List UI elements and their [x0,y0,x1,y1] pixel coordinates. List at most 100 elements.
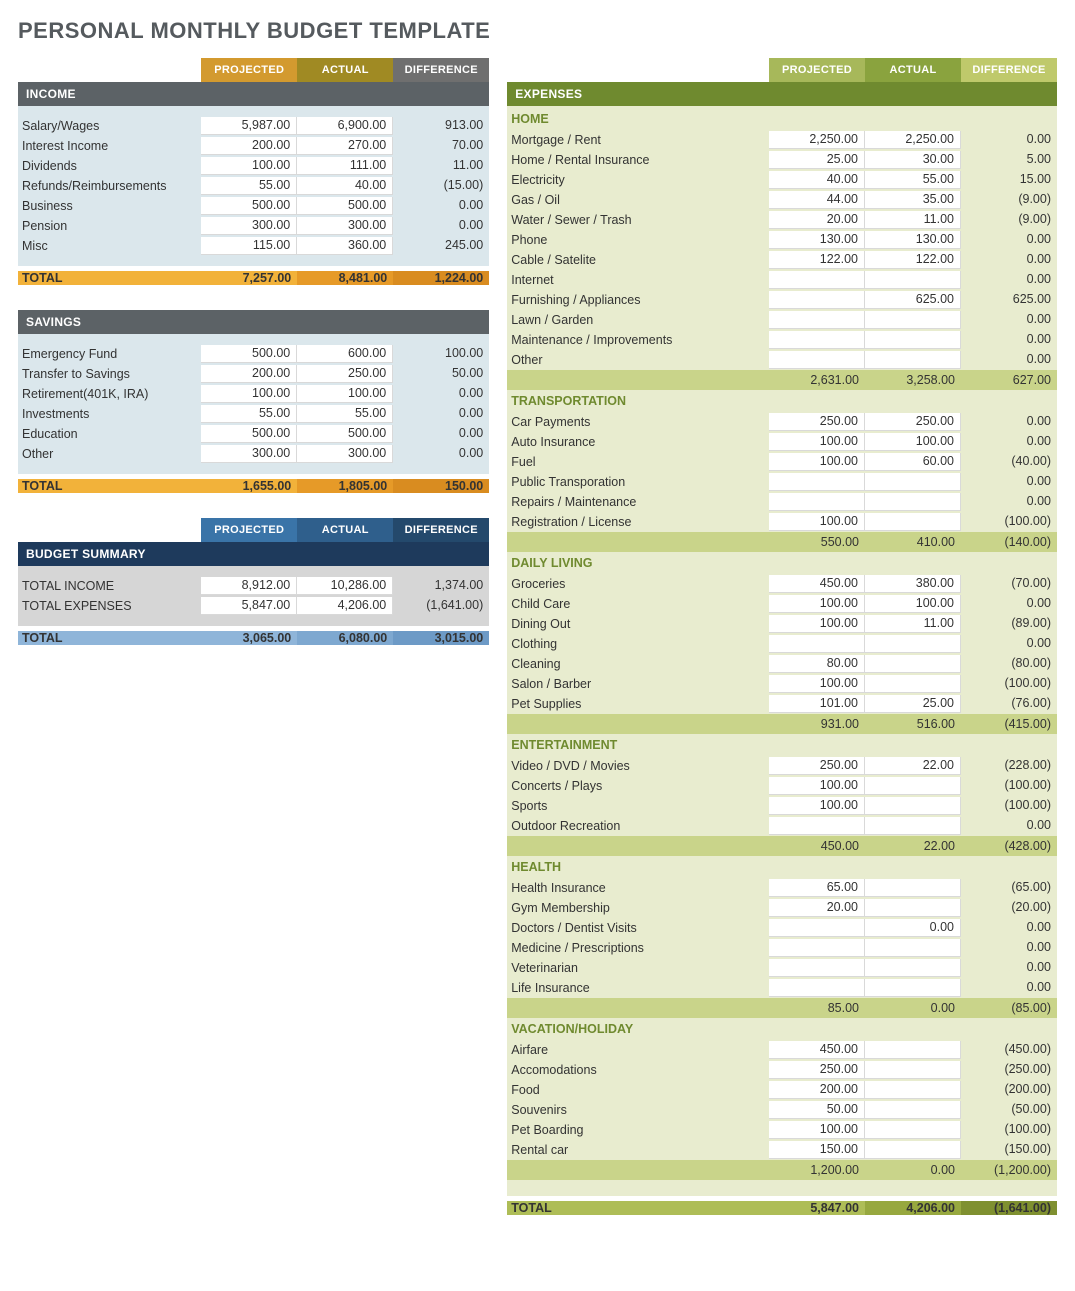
cell-projected[interactable]: 20.00 [769,211,865,229]
cell-projected[interactable]: 500.00 [201,197,297,215]
cell-projected[interactable]: 50.00 [769,1101,865,1119]
cell-projected[interactable]: 100.00 [769,615,865,633]
cell-actual[interactable]: 380.00 [865,575,961,593]
cell-actual[interactable]: 11.00 [865,615,961,633]
cell-actual[interactable] [865,817,961,835]
cell-projected[interactable] [769,493,865,511]
cell-projected[interactable]: 250.00 [769,1061,865,1079]
cell-projected[interactable]: 500.00 [201,345,297,363]
cell-actual[interactable]: 100.00 [297,385,393,403]
cell-projected[interactable]: 100.00 [769,797,865,815]
cell-projected[interactable]: 100.00 [769,1121,865,1139]
cell-projected[interactable]: 20.00 [769,899,865,917]
cell-actual[interactable]: 35.00 [865,191,961,209]
cell-projected[interactable]: 100.00 [201,385,297,403]
cell-actual[interactable] [865,939,961,957]
cell-projected[interactable]: 65.00 [769,879,865,897]
cell-projected[interactable]: 300.00 [201,217,297,235]
cell-actual[interactable] [865,311,961,329]
cell-projected[interactable] [769,351,865,369]
cell-projected[interactable]: 100.00 [769,777,865,795]
cell-projected[interactable] [769,979,865,997]
cell-projected[interactable]: 40.00 [769,171,865,189]
cell-actual[interactable]: 300.00 [297,217,393,235]
cell-projected[interactable]: 450.00 [769,575,865,593]
cell-projected[interactable]: 80.00 [769,655,865,673]
cell-actual[interactable] [865,513,961,531]
cell-projected[interactable] [769,939,865,957]
cell-projected[interactable]: 200.00 [201,137,297,155]
cell-actual[interactable] [865,1081,961,1099]
cell-actual[interactable]: 10,286.00 [297,577,393,595]
cell-actual[interactable]: 4,206.00 [297,597,393,615]
cell-actual[interactable] [865,1061,961,1079]
cell-actual[interactable]: 500.00 [297,197,393,215]
cell-projected[interactable]: 200.00 [769,1081,865,1099]
cell-actual[interactable]: 0.00 [865,919,961,937]
cell-actual[interactable]: 300.00 [297,445,393,463]
cell-actual[interactable] [865,271,961,289]
cell-projected[interactable]: 450.00 [769,1041,865,1059]
cell-actual[interactable] [865,331,961,349]
cell-projected[interactable]: 100.00 [769,675,865,693]
cell-actual[interactable] [865,675,961,693]
cell-projected[interactable]: 100.00 [769,433,865,451]
cell-projected[interactable]: 44.00 [769,191,865,209]
cell-actual[interactable] [865,1121,961,1139]
cell-projected[interactable]: 25.00 [769,151,865,169]
cell-actual[interactable]: 11.00 [865,211,961,229]
cell-projected[interactable]: 100.00 [201,157,297,175]
cell-projected[interactable] [769,817,865,835]
cell-actual[interactable]: 250.00 [865,413,961,431]
cell-actual[interactable]: 60.00 [865,453,961,471]
cell-projected[interactable] [769,635,865,653]
cell-projected[interactable]: 100.00 [769,595,865,613]
cell-actual[interactable] [865,1101,961,1119]
cell-actual[interactable]: 22.00 [865,757,961,775]
cell-projected[interactable]: 8,912.00 [201,577,297,595]
cell-projected[interactable] [769,919,865,937]
cell-actual[interactable]: 100.00 [865,433,961,451]
cell-projected[interactable]: 200.00 [201,365,297,383]
cell-actual[interactable]: 122.00 [865,251,961,269]
cell-projected[interactable]: 55.00 [201,177,297,195]
cell-actual[interactable] [865,797,961,815]
cell-projected[interactable]: 250.00 [769,757,865,775]
cell-projected[interactable]: 5,987.00 [201,117,297,135]
cell-actual[interactable] [865,635,961,653]
cell-actual[interactable]: 25.00 [865,695,961,713]
cell-actual[interactable]: 6,900.00 [297,117,393,135]
cell-actual[interactable] [865,473,961,491]
cell-projected[interactable]: 100.00 [769,453,865,471]
cell-actual[interactable]: 40.00 [297,177,393,195]
cell-actual[interactable]: 270.00 [297,137,393,155]
cell-actual[interactable]: 2,250.00 [865,131,961,149]
cell-actual[interactable]: 625.00 [865,291,961,309]
cell-actual[interactable] [865,1141,961,1159]
cell-actual[interactable] [865,979,961,997]
cell-actual[interactable]: 500.00 [297,425,393,443]
cell-actual[interactable]: 250.00 [297,365,393,383]
cell-actual[interactable] [865,899,961,917]
cell-actual[interactable]: 55.00 [865,171,961,189]
cell-actual[interactable]: 55.00 [297,405,393,423]
cell-actual[interactable] [865,493,961,511]
cell-actual[interactable] [865,777,961,795]
cell-projected[interactable] [769,959,865,977]
cell-projected[interactable] [769,271,865,289]
cell-projected[interactable]: 122.00 [769,251,865,269]
cell-actual[interactable]: 360.00 [297,237,393,255]
cell-projected[interactable]: 300.00 [201,445,297,463]
cell-actual[interactable]: 30.00 [865,151,961,169]
cell-actual[interactable]: 130.00 [865,231,961,249]
cell-projected[interactable]: 5,847.00 [201,597,297,615]
cell-actual[interactable] [865,1041,961,1059]
cell-projected[interactable] [769,473,865,491]
cell-projected[interactable]: 115.00 [201,237,297,255]
cell-actual[interactable] [865,351,961,369]
cell-projected[interactable] [769,311,865,329]
cell-projected[interactable]: 500.00 [201,425,297,443]
cell-actual[interactable]: 111.00 [297,157,393,175]
cell-projected[interactable]: 150.00 [769,1141,865,1159]
cell-projected[interactable]: 2,250.00 [769,131,865,149]
